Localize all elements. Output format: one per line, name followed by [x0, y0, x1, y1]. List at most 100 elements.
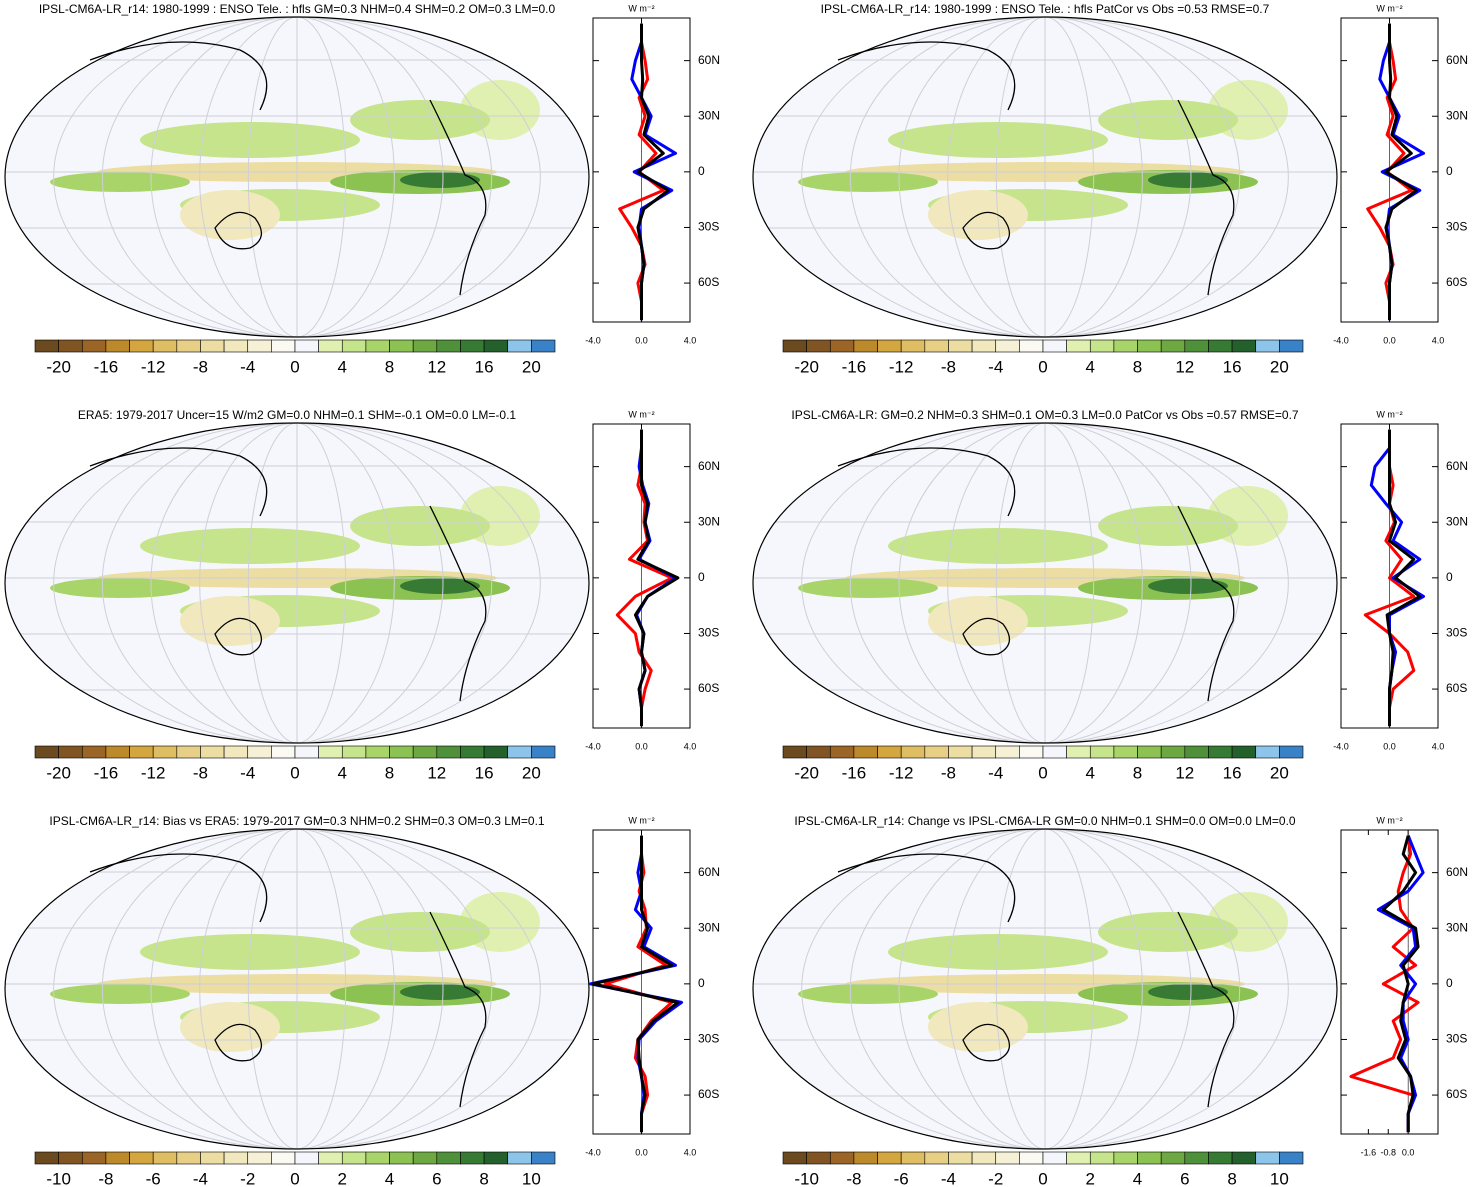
colorbar-box	[531, 745, 556, 759]
colorbar-tick-label: 0	[290, 763, 299, 782]
colorbar-box	[318, 1151, 343, 1165]
colorbar-tick-label: 8	[385, 357, 394, 376]
colorbar-box	[1279, 339, 1304, 353]
colorbar-box	[806, 339, 831, 353]
colorbar-tick-label: 16	[475, 357, 494, 376]
y-tick-label: 60S	[698, 681, 719, 695]
colorbar-box	[58, 339, 83, 353]
panel: IPSL-CM6A-LR: GM=0.2 NHM=0.3 SHM=0.1 OM=…	[752, 408, 1468, 782]
zonal-profile: W m⁻² -4.0 0.0 4.0 60N 30N 0 30S 60S	[585, 815, 720, 1157]
colorbar-box	[1279, 745, 1304, 759]
colorbar-box	[152, 1151, 178, 1165]
colorbar-box	[176, 745, 201, 759]
zonal-profile: W m⁻² -4.0 0.0 4.0 60N 30N 0 30S 60S	[585, 409, 720, 751]
colorbar-tick-label: 16	[1223, 763, 1242, 782]
colorbar-box	[1208, 745, 1233, 759]
x-tick-label: -4.0	[585, 335, 601, 345]
map	[752, 422, 1338, 744]
panel-title: IPSL-CM6A-LR: GM=0.2 NHM=0.3 SHM=0.1 OM=…	[791, 408, 1299, 422]
colorbar-box	[1160, 339, 1186, 353]
colorbar-tick-label: 6	[432, 1169, 441, 1187]
x-tick-label: -4.0	[585, 1147, 601, 1157]
y-tick-label: 30N	[698, 108, 720, 122]
colorbar-box	[436, 1151, 461, 1165]
map-border	[752, 16, 1338, 338]
x-tick-label: 0.0	[1383, 741, 1396, 751]
colorbar-tick-label: -8	[98, 1169, 113, 1187]
profile-line	[633, 429, 680, 727]
colorbar-box	[247, 1151, 272, 1165]
y-tick-label: 60N	[698, 865, 720, 879]
map-blob	[1098, 100, 1238, 140]
colorbar-tick-label: -4	[941, 1169, 956, 1187]
colorbar: -20 -16 -12 -8 -4 0 4 8 12 16 20	[34, 339, 556, 376]
colorbar-tick-label: 8	[385, 763, 394, 782]
y-tick-label: 0	[698, 570, 705, 584]
colorbar-box	[58, 1151, 83, 1165]
colorbar-tick-label: -4	[240, 763, 255, 782]
colorbar-tick-label: -20	[46, 763, 71, 782]
colorbar-box	[1137, 745, 1162, 759]
profile-line	[1385, 429, 1422, 727]
y-tick-label: 0	[1446, 976, 1453, 990]
colorbar-box	[294, 745, 319, 759]
colorbar-box	[483, 339, 509, 353]
colorbar-tick-label: 4	[1086, 763, 1095, 782]
colorbar-tick-label: -16	[842, 357, 867, 376]
y-tick-label: 60S	[1446, 275, 1467, 289]
y-tick-label: 0	[698, 164, 705, 178]
y-tick-label: 30S	[698, 626, 719, 640]
zonal-profile: W m⁻² -4.0 0.0 4.0 60N 30N 0 30S 60S	[585, 3, 720, 345]
colorbar-box	[1231, 745, 1257, 759]
map-blob	[350, 100, 490, 140]
profile-line	[591, 835, 680, 1133]
colorbar-box	[1113, 745, 1138, 759]
continent	[837, 853, 1235, 1108]
colorbar-tick-label: 0	[1038, 357, 1047, 376]
colorbar-tick-label: -4	[988, 763, 1003, 782]
colorbar-box	[853, 1151, 878, 1165]
map-blob	[1148, 172, 1228, 188]
y-tick-label: 30N	[698, 514, 720, 528]
colorbar-tick-label: -8	[941, 763, 956, 782]
y-tick-label: 60S	[698, 1087, 719, 1101]
colorbar-tick-label: -12	[889, 357, 914, 376]
colorbar-tick-label: 10	[1270, 1169, 1289, 1187]
x-axis-label: W m⁻²	[1376, 815, 1402, 825]
colorbar-box	[948, 745, 973, 759]
colorbar-box	[1255, 745, 1280, 759]
colorbar-tick-label: 16	[1223, 357, 1242, 376]
colorbar-box	[924, 339, 949, 353]
panel: IPSL-CM6A-LR_r14: 1980-1999 : ENSO Tele.…	[4, 2, 720, 376]
colorbar-box	[1184, 339, 1209, 353]
colorbar-tick-label: -12	[889, 763, 914, 782]
colorbar-tick-label: -2	[240, 1169, 255, 1187]
colorbar-box	[948, 339, 973, 353]
colorbar-box	[412, 339, 438, 353]
colorbar-box	[294, 1151, 319, 1165]
y-tick-label: 30N	[1446, 920, 1468, 934]
colorbar-tick-label: 20	[522, 763, 541, 782]
y-tick-label: 0	[1446, 164, 1453, 178]
colorbar-box	[129, 339, 154, 353]
panel-title: ERA5: 1979-2017 Uncer=15 W/m2 GM=0.0 NHM…	[78, 408, 517, 422]
colorbar-tick-label: 4	[338, 763, 347, 782]
colorbar-box	[877, 1151, 902, 1165]
panel: IPSL-CM6A-LR_r14: Change vs IPSL-CM6A-LR…	[752, 814, 1468, 1187]
colorbar-box	[176, 1151, 201, 1165]
colorbar-box	[34, 745, 59, 759]
colorbar-tick-label: -2	[988, 1169, 1003, 1187]
colorbar-box	[900, 745, 926, 759]
colorbar-tick-label: 12	[1175, 763, 1194, 782]
map-blob	[798, 172, 938, 192]
colorbar-box	[971, 339, 997, 353]
colorbar-tick-label: -12	[141, 357, 166, 376]
x-axis-label: W m⁻²	[628, 815, 654, 825]
colorbar-box	[806, 745, 831, 759]
zonal-profile: W m⁻² -4.0 0.0 4.0 60N 30N 0 30S 60S	[1333, 3, 1468, 345]
colorbar-box	[900, 1151, 926, 1165]
colorbar-box	[271, 339, 296, 353]
colorbar-tick-label: 4	[385, 1169, 394, 1187]
colorbar-box	[436, 339, 461, 353]
continent	[89, 447, 487, 702]
